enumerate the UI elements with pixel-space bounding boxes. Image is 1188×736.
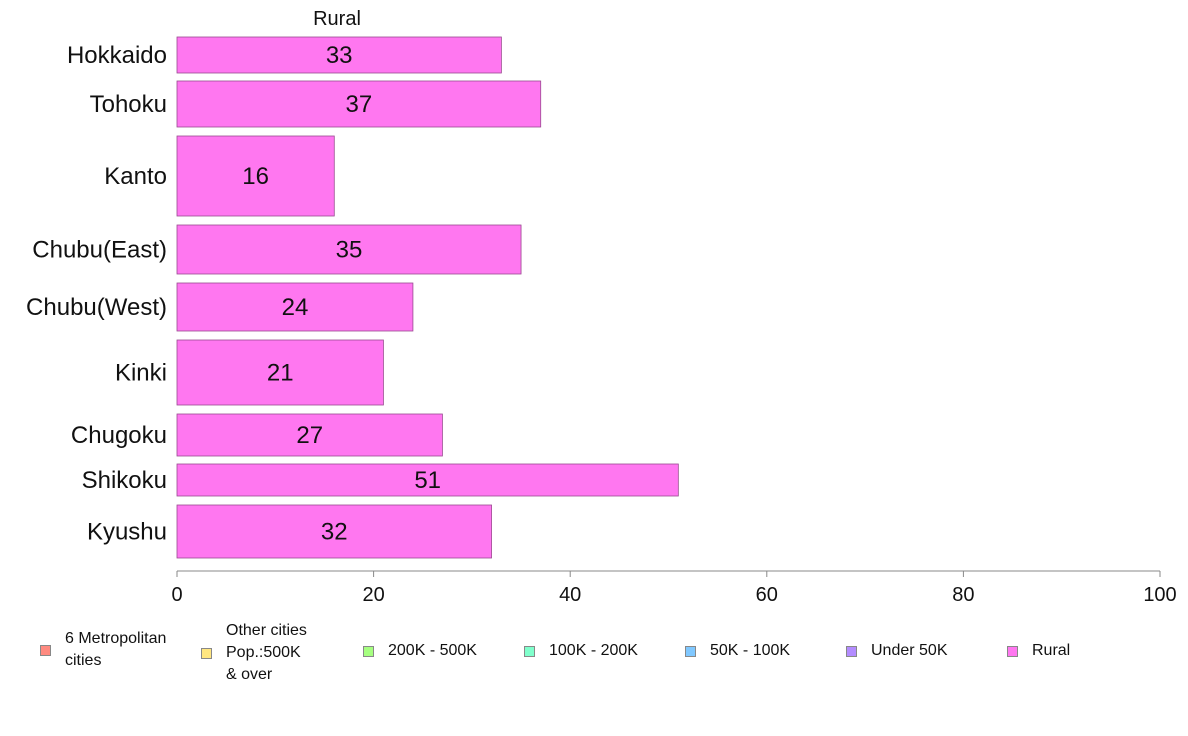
legend-label: 6 Metropolitan cities	[65, 630, 167, 669]
legend-item-rural: Rural	[1007, 640, 1070, 662]
bar-value-label: 32	[321, 519, 348, 546]
legend-swatch	[846, 645, 857, 657]
x-tick-label: 20	[362, 584, 384, 606]
bar-chugoku	[176, 413, 443, 457]
bar-kyushu	[176, 504, 492, 559]
legend-label: 100K - 200K	[549, 642, 638, 659]
legend-item-100k-200k: 100K - 200K	[524, 640, 638, 662]
legend-item-other-cities: Other cities Pop.:500K & over	[201, 620, 307, 686]
category-label: Kanto	[104, 163, 167, 190]
bar-value-label: 16	[242, 163, 269, 190]
bar-kanto	[176, 135, 335, 217]
chart-title: Rural	[313, 8, 361, 30]
legend-swatch	[1007, 645, 1018, 657]
category-label: Hokkaido	[67, 42, 167, 69]
legend-swatch	[524, 645, 535, 657]
legend-swatch	[201, 647, 212, 659]
bar-value-label: 27	[296, 422, 323, 449]
bar-value-label: 51	[414, 467, 441, 494]
x-tick-label: 40	[559, 584, 581, 606]
legend-label: Rural	[1032, 642, 1071, 659]
legend: 6 Metropolitan cities Other cities Pop.:…	[0, 620, 1188, 690]
x-tick-label: 0	[171, 584, 182, 606]
category-label: Kinki	[115, 360, 167, 387]
bar-shikoku	[176, 463, 679, 497]
legend-item-under-50k: Under 50K	[846, 640, 948, 662]
bar-value-label: 24	[282, 294, 309, 321]
category-label: Shikoku	[82, 467, 167, 494]
rural-bar-chart: Rural 33 Hokkaido 37 Tohoku 16 Kanto 35 Chubu(E…	[26, 8, 1177, 606]
legend-swatch	[685, 645, 696, 657]
bar-tohoku	[176, 80, 542, 128]
category-label: Kyushu	[87, 519, 167, 546]
bar-value-label: 33	[326, 42, 353, 69]
category-label: Tohoku	[90, 91, 167, 118]
legend-swatch	[40, 644, 51, 656]
category-label: Chubu(East)	[32, 237, 167, 264]
bar-chubu-east-	[176, 224, 522, 275]
legend-label: Under 50K	[871, 642, 948, 659]
x-tick-label: 100	[1143, 584, 1176, 606]
bar-value-label: 35	[336, 237, 363, 264]
bar-value-label: 37	[346, 91, 373, 118]
legend-label: 200K - 500K	[388, 642, 477, 659]
legend-item-6-metropolitan: 6 Metropolitan cities	[40, 628, 166, 672]
bar-kinki	[176, 339, 384, 406]
legend-swatch	[363, 645, 374, 657]
legend-label: Other cities Pop.:500K & over	[226, 622, 307, 683]
bar-chubu-west-	[176, 282, 414, 332]
legend-item-50k-100k: 50K - 100K	[685, 640, 790, 662]
category-label: Chugoku	[71, 422, 167, 449]
legend-item-200k-500k: 200K - 500K	[363, 640, 477, 662]
x-tick-label: 60	[756, 584, 778, 606]
bar-value-label: 21	[267, 360, 294, 387]
category-label: Chubu(West)	[26, 294, 167, 321]
legend-label: 50K - 100K	[710, 642, 791, 659]
x-tick-label: 80	[952, 584, 974, 606]
bar-hokkaido	[176, 36, 502, 74]
